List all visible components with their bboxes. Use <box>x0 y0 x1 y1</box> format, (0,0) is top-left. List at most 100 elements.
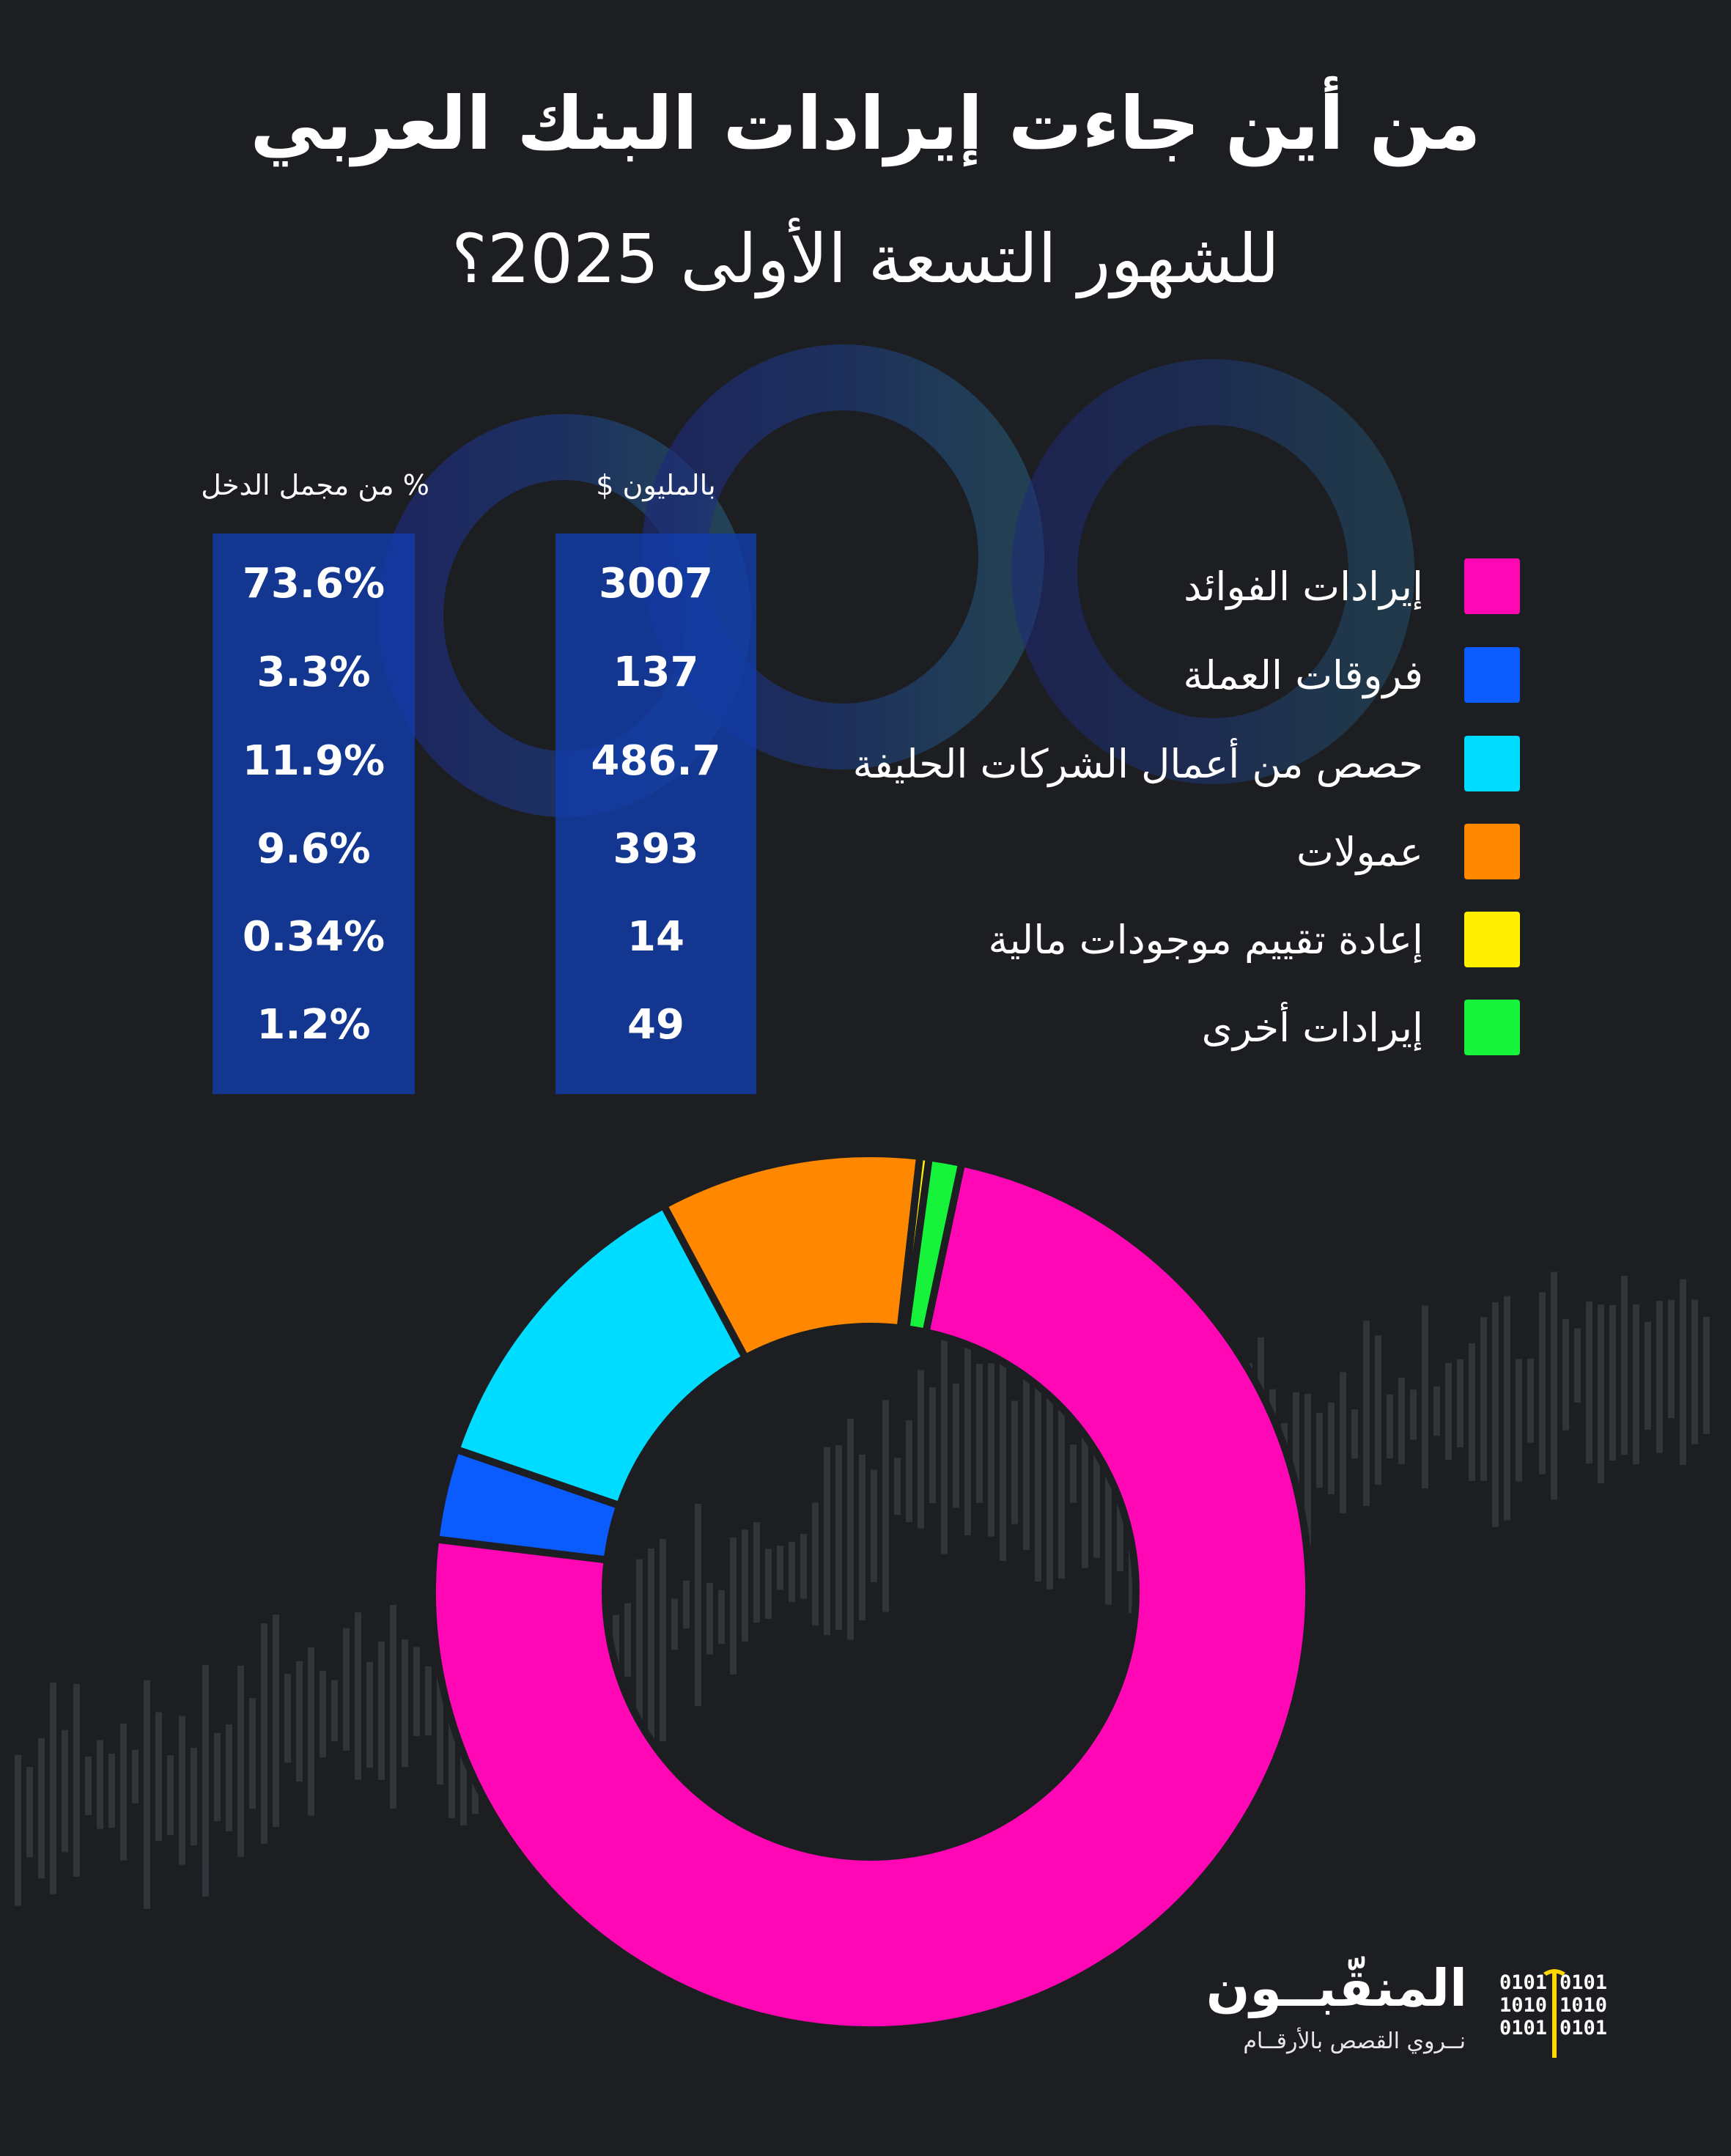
background-bar <box>85 1756 92 1815</box>
background-bar <box>918 1370 924 1529</box>
background-bar <box>976 1364 983 1503</box>
background-bar <box>167 1755 174 1836</box>
pickaxe-logo-icon: 0101 1010 0101 0101 1010 0101 <box>1499 1969 1607 2059</box>
values-column: 3007 137 486.7 393 14 49 <box>556 534 756 1094</box>
value-cell: 393 <box>613 825 699 873</box>
percent-cell: 3.3% <box>256 649 371 696</box>
background-bar <box>273 1614 279 1828</box>
legend-label: إيرادات الفوائد <box>1184 563 1423 610</box>
background-bar <box>1621 1275 1628 1455</box>
background-bar <box>695 1503 701 1706</box>
background-bar <box>1398 1377 1405 1464</box>
background-bar <box>97 1740 103 1829</box>
background-bar <box>1082 1418 1088 1568</box>
background-bar <box>50 1683 56 1894</box>
legend-item: إيرادات الفوائد <box>1184 557 1520 616</box>
legend-swatch <box>1464 558 1520 614</box>
legend-label: عمولات <box>1296 828 1423 875</box>
value-cell: 486.7 <box>591 737 721 785</box>
background-bar <box>812 1502 819 1626</box>
background-bar <box>906 1420 912 1523</box>
value-cell: 49 <box>627 1001 684 1049</box>
background-bar <box>1480 1317 1487 1481</box>
background-bar <box>26 1767 33 1858</box>
background-bar <box>331 1680 338 1742</box>
background-bar <box>296 1661 303 1782</box>
page-title: من أين جاءت إيرادات البنك العربي <box>250 81 1481 166</box>
background-bar <box>953 1383 959 1508</box>
background-bar <box>800 1534 807 1599</box>
logo-bits-left: 0101 1010 0101 <box>1499 1971 1548 2039</box>
background-bar <box>38 1738 45 1879</box>
background-bar <box>1691 1299 1698 1444</box>
background-bar <box>320 1670 326 1758</box>
background-bar <box>390 1604 396 1809</box>
background-bar <box>671 1598 678 1650</box>
background-bar <box>402 1639 408 1768</box>
background-bar <box>355 1612 361 1780</box>
percent-column-header: % من مجمل الدخل <box>201 469 429 501</box>
background-bar <box>132 1749 139 1804</box>
background-bar <box>1598 1304 1604 1484</box>
background-bar <box>1058 1376 1065 1579</box>
background-bar <box>425 1666 432 1736</box>
background-bar <box>964 1320 971 1535</box>
background-bar <box>1586 1302 1592 1464</box>
background-bar <box>249 1698 256 1809</box>
background-bar <box>1047 1356 1053 1590</box>
legend-swatch <box>1464 824 1520 879</box>
background-bar <box>1492 1302 1499 1527</box>
background-bar <box>1469 1343 1475 1481</box>
background-bar <box>1633 1304 1639 1465</box>
millions-column-header: بالمليون $ <box>596 469 716 501</box>
value-cell: 137 <box>613 649 699 696</box>
background-bar <box>378 1641 385 1780</box>
background-bar <box>237 1665 244 1857</box>
background-bar <box>871 1469 877 1582</box>
background-bar <box>1445 1362 1452 1461</box>
background-bar <box>1070 1444 1077 1503</box>
background-bar <box>226 1724 232 1831</box>
legend-item: فروقات العملة <box>1183 646 1520 704</box>
background-bar <box>730 1537 737 1675</box>
background-bar <box>343 1628 350 1751</box>
background-bar <box>882 1400 889 1612</box>
background-bar <box>835 1445 842 1631</box>
percent-cell: 9.6% <box>256 825 371 873</box>
background-bar <box>191 1748 197 1846</box>
legend-swatch <box>1464 1000 1520 1055</box>
percent-cell: 73.6% <box>242 560 385 608</box>
background-bar <box>624 1603 631 1677</box>
legend-label: فروقات العملة <box>1183 651 1423 698</box>
background-bar <box>1363 1321 1370 1506</box>
background-bar <box>1433 1386 1440 1436</box>
background-bar <box>753 1522 760 1623</box>
background-bar <box>1562 1318 1569 1430</box>
background-bar <box>988 1363 994 1537</box>
value-cell: 14 <box>627 913 684 961</box>
background-bar <box>941 1337 948 1554</box>
background-bar <box>1668 1299 1675 1419</box>
percent-cell: 1.2% <box>256 1001 371 1049</box>
background-bar <box>120 1724 127 1861</box>
legend-item: إعادة تقييم موجودات مالية <box>989 910 1520 969</box>
legend-swatch <box>1464 736 1520 791</box>
background-bar <box>1703 1316 1710 1434</box>
page-subtitle: للشهور التسعة الأولى 2025؟ <box>451 220 1280 298</box>
background-bar <box>660 1539 666 1742</box>
background-bar <box>1340 1372 1346 1513</box>
value-cell: 3007 <box>599 560 713 608</box>
background-bar <box>62 1729 68 1853</box>
background-bar <box>1422 1305 1428 1488</box>
background-bar <box>1539 1292 1546 1474</box>
background-bar <box>718 1590 725 1644</box>
background-bar <box>1316 1412 1323 1488</box>
background-bar <box>1035 1363 1041 1582</box>
background-bar <box>824 1447 830 1636</box>
background-bar <box>1011 1400 1018 1524</box>
background-bar <box>1574 1328 1581 1403</box>
background-bar <box>179 1716 185 1865</box>
background-bar <box>1410 1389 1417 1440</box>
legend-item: إيرادات أخرى <box>1202 998 1520 1057</box>
